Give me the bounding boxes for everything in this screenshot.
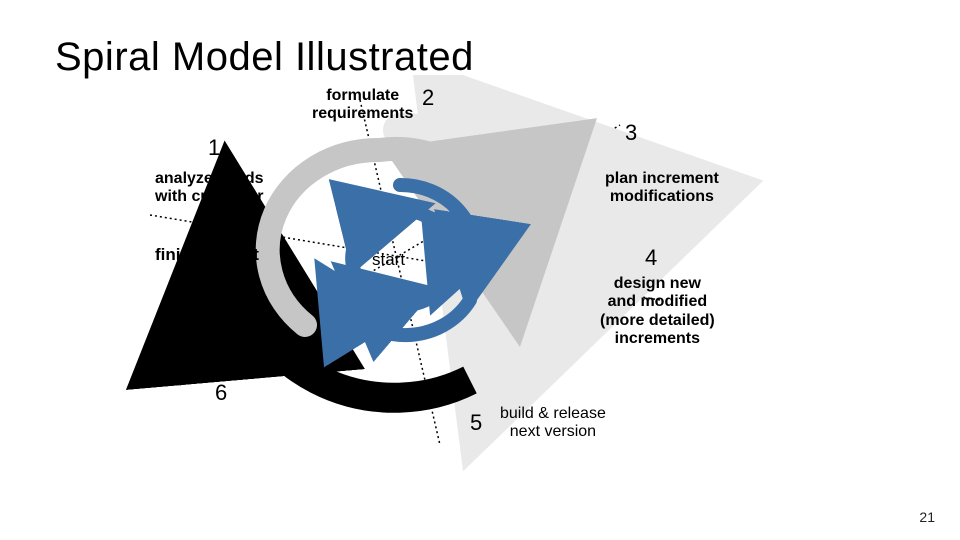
stage-label-3: plan increment modifications bbox=[605, 170, 719, 207]
stage-label-4: design new and modified (more detailed) … bbox=[600, 275, 715, 349]
stage-num-5: 5 bbox=[470, 410, 482, 436]
spiral-inner-blue bbox=[340, 185, 476, 335]
finish-label: finish/accept bbox=[155, 245, 259, 265]
stage-num-2: 2 bbox=[422, 85, 434, 111]
blue-arc-3 bbox=[352, 215, 388, 280]
stage-num-1: 1 bbox=[208, 135, 220, 161]
stage-num-4: 4 bbox=[645, 245, 657, 271]
spiral-diagram: start 1 2 3 4 5 6 analyze needs with cus… bbox=[100, 75, 820, 495]
stage-label-5: build & release next version bbox=[500, 405, 606, 442]
center-label: start bbox=[372, 250, 405, 270]
stage-label-6: evaluate with customer bbox=[155, 335, 255, 372]
blue-arc-2 bbox=[368, 290, 440, 305]
slide: Spiral Model Illustrated bbox=[0, 0, 960, 540]
page-number: 21 bbox=[919, 509, 935, 525]
stage-label-2: formulate requirements bbox=[312, 87, 413, 124]
stage-num-6: 6 bbox=[215, 380, 227, 406]
page-title: Spiral Model Illustrated bbox=[55, 35, 474, 80]
stage-num-3: 3 bbox=[625, 120, 637, 146]
stage-label-1: analyze needs with customer bbox=[155, 170, 264, 207]
